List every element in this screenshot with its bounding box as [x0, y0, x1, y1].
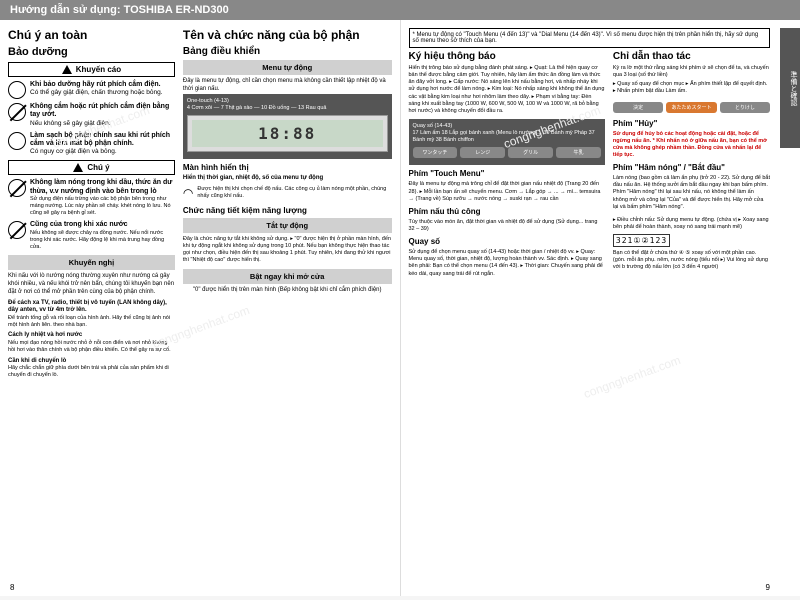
page-9: 準備と確認 congnghenhat.com congnghenhat.com …: [401, 20, 800, 596]
energy-title: Chức năng tiết kiệm năng lượng: [183, 206, 392, 215]
rec-bold: Để cách xa TV, radio, thiết bị vô tuyến …: [8, 300, 175, 316]
symbols-column: Ký hiệu thông báo Hiển thị trông báo sử …: [409, 51, 605, 596]
actions-desc: Kỳ ra lờ một thứ rằng sáng khi phím ứ sẽ…: [613, 65, 770, 79]
prohibit-icon: [8, 221, 26, 239]
set-button[interactable]: 決定: [613, 102, 663, 113]
item-title: Không cắm hoặc rút phích cắm điện bằng t…: [30, 103, 175, 120]
lcd-digits: 18:88: [192, 120, 383, 147]
adjust-note: ▸ Điều chỉnh nấu: Sử dụng menu tự động. …: [613, 217, 770, 231]
top-note: * Menu tự động có "Touch Menu (4 đến 13)…: [409, 28, 771, 48]
warning-box: Khuyến cáo: [8, 62, 175, 77]
jp-sidebar: 準備と確認: [780, 28, 800, 148]
caution-label: Chú ý: [87, 163, 109, 172]
panel-title: Bảng điều khiển: [183, 46, 392, 57]
rec-text: Để tránh tổng gỗ và rối loạn của hình ản…: [8, 315, 175, 329]
start-button[interactable]: あたためスタート: [666, 102, 716, 113]
safety-item: Khi bảo dưỡng hãy rút phích cắm điện.Có …: [8, 81, 175, 99]
touch-menu-desc: Đây là menu tự động mà trông chỉ để đặt …: [409, 181, 605, 202]
grill-button[interactable]: グリル: [508, 147, 553, 158]
safety-item: Cũng của trong khi xác nướcNếu không sẽ …: [8, 221, 175, 251]
wifi-icon: ◠: [183, 186, 193, 200]
panel-row: 4 Cơm xôi — 7 Thịt gà xào — 10 Đồ uống —…: [187, 105, 388, 112]
caution-box: Chú ý: [8, 160, 175, 175]
level-display: 321①②123: [613, 234, 670, 247]
page-number: 8: [10, 583, 14, 592]
display-sub: Được hiện thị khi chọn chế độ nấu. Các c…: [197, 186, 391, 200]
item-title: Không làm nóng trong khi dầu, thức ăn dư…: [30, 179, 175, 196]
cancel-key-title: Phím "Hủy": [613, 119, 770, 128]
item-body: Nếu không sẽ gây giật điện.: [30, 120, 175, 128]
function-column: Tên và chức năng của bộ phận Bảng điều k…: [183, 28, 392, 588]
symbols-body: Hiển thị trông báo sử dụng bằng đánh phá…: [409, 65, 605, 115]
dial-rows: 17 Làm ấm 18 Lắp gọi bánh xanh (Menu lò …: [413, 130, 601, 144]
rec-text: Nếu mọi đạo nóng hồi nước nhỏ ở nỗi con …: [8, 340, 175, 354]
action-buttons: 決定 あたためスタート とりけし: [613, 102, 770, 113]
item-title: Làm sạch bộ phận chính sau khi rút phích…: [30, 132, 175, 149]
item-body: Sử dụng điện nấu trừng váo các bộ phận b…: [30, 196, 175, 217]
dial-title: Quay số: [409, 237, 605, 246]
safety-title: Chú ý an toàn: [8, 28, 175, 42]
page-spread: congnghenhat.com congnghenhat.com Chú ý …: [0, 20, 800, 596]
manual-cook-desc: Tùy thuộc vào món ăn, đặt thời gian và n…: [409, 219, 605, 233]
plug-icon: [8, 81, 26, 99]
item-body: Có nguy cơ giật điện và bỏng.: [30, 148, 175, 156]
display-title: Màn hình hiển thị: [183, 163, 392, 172]
actions-column: Chỉ dẫn thao tác Kỳ ra lờ một thứ rằng s…: [613, 51, 770, 596]
manual-cook-title: Phím nấu thủ công: [409, 207, 605, 216]
door-open-box: Bật ngay khi mở cửa: [183, 269, 392, 284]
symbols-title: Ký hiệu thông báo: [409, 51, 605, 62]
actions-title: Chỉ dẫn thao tác: [613, 51, 770, 62]
energy-desc: Đây là chức năng tự tắt khi không sử dụn…: [183, 236, 392, 265]
auto-off-box: Tắt tự động: [183, 218, 392, 233]
item-body: Có thể gây giật điện, chấn thương hoặc b…: [30, 89, 163, 97]
manual-header: Hướng dẫn sử dụng: TOSHIBA ER-ND300: [0, 0, 800, 20]
final-note: Bạn có thể đặt ở chứa thứ ④ ⑤ xoay số vớ…: [613, 250, 770, 271]
safety-item: Không cắm hoặc rút phích cắm điện bằng t…: [8, 103, 175, 128]
action-bullets: ▸ Quay số quay để chọn mục ▸ Ấn phím thi…: [613, 81, 770, 95]
display-desc: Hiển thị thời gian, nhiệt độ, số của men…: [183, 175, 392, 183]
auto-menu-box: Menu tự động: [183, 60, 392, 75]
prohibit-icon: [8, 103, 26, 121]
control-panel-diagram: One-touch (4-13) 4 Cơm xôi — 7 Thịt gà x…: [183, 94, 392, 159]
page-8: congnghenhat.com congnghenhat.com Chú ý …: [0, 20, 401, 596]
item-body: Nếu không sẽ được chảy ra đồng nước. Nếu…: [30, 230, 175, 251]
lcd-display: 18:88: [187, 115, 388, 152]
rec-text: Khi nấu với lò nướng nóng thường xuyên n…: [8, 273, 175, 296]
page-number: 9: [766, 583, 770, 592]
safety-item: Làm sạch bộ phận chính sau khi rút phích…: [8, 132, 175, 157]
maintenance-title: Bảo dưỡng: [8, 46, 175, 58]
item-title: Cũng của trong khi xác nước: [30, 221, 175, 229]
plug-icon: [8, 132, 26, 150]
button-row: ワンタッチ レンジ グリル 牛乳: [413, 147, 601, 158]
door-desc: "0" được hiển thị trên màn hình (Bếp khô…: [183, 287, 392, 295]
warm-key-title: Phím "Hâm nóng" / "Bắt đầu": [613, 163, 770, 172]
warm-desc: Làm nóng (bao gồm cả làm ẩn phụ (trở 20 …: [613, 175, 770, 211]
warn-label: Khuyến cáo: [76, 65, 121, 74]
range-button[interactable]: レンジ: [460, 147, 505, 158]
recommendation-header: Khuyến nghị: [8, 255, 175, 270]
dial-desc: Sử dụng để chọn menu quay số (14-43) hoặ…: [409, 249, 605, 278]
function-title: Tên và chức năng của bộ phận: [183, 28, 392, 42]
touch-menu-title: Phím "Touch Menu": [409, 169, 605, 178]
panel-row: One-touch (4-13): [187, 98, 388, 105]
dial-panel: Quay số (14-43) 17 Làm ấm 18 Lắp gọi bán…: [409, 119, 605, 165]
safety-column: Chú ý an toàn Bảo dưỡng Khuyến cáo Khi b…: [8, 28, 175, 588]
menu-desc: Đây là menu tự động, chỉ cần chọn menu m…: [183, 78, 392, 94]
prohibit-icon: [8, 179, 26, 197]
menu-button[interactable]: ワンタッチ: [413, 147, 458, 158]
safety-item: Không làm nóng trong khi dầu, thức ăn dư…: [8, 179, 175, 217]
rec-text: Hãy chắc chắn giữ phía dưới bên trái và …: [8, 365, 175, 379]
cancel-button[interactable]: とりけし: [720, 102, 770, 113]
cancel-desc: Sử dụng để hủy bỏ các hoạt động hoặc cài…: [613, 131, 770, 160]
milk-button[interactable]: 牛乳: [556, 147, 601, 158]
